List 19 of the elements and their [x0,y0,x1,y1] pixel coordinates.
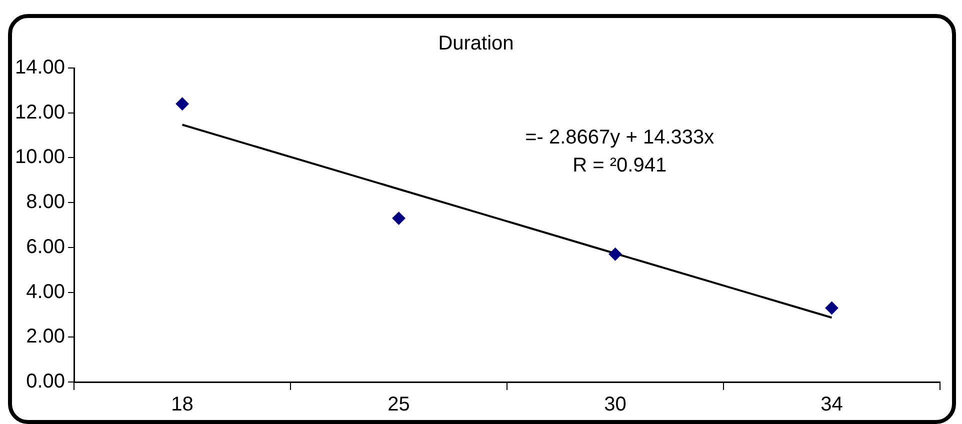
y-tick-label: 8.00 [26,191,66,214]
y-tick-label: 6.00 [26,236,66,258]
y-tick-label: 14.00 [14,56,66,79]
y-tick-label: 4.00 [26,280,66,303]
y-tick-label: 10.00 [14,146,66,168]
x-tick-label: 30 [604,394,626,416]
y-tick-label: 0.00 [26,370,66,393]
x-tick-label: 18 [171,394,194,416]
chart-title: Duration [438,32,514,55]
point [392,212,406,225]
point [176,97,189,110]
x-tick-label: 34 [820,394,843,416]
point [825,301,838,314]
y-tick-label: 2.00 [26,326,66,348]
annotation: =- 2.8667y + 14.333x [525,126,714,149]
x-tick-label: 25 [388,394,410,416]
y-tick-label: 12.00 [14,101,66,124]
point [608,248,622,261]
annotation: R = ²0.941 [572,154,667,177]
